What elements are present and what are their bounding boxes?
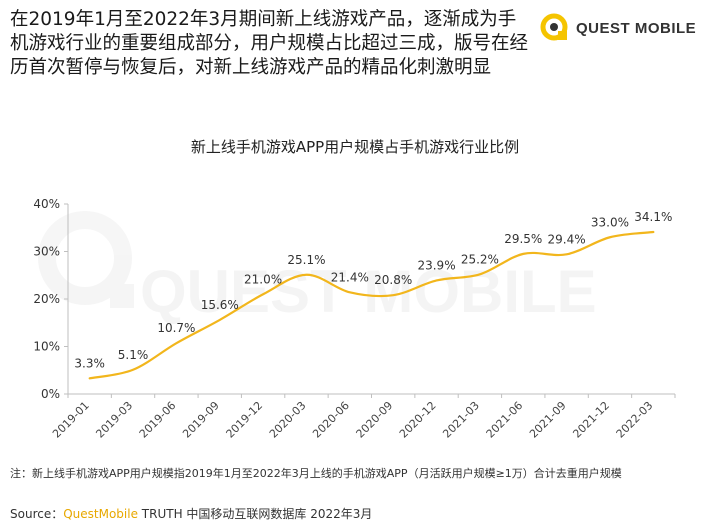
data-label: 20.8% <box>374 273 412 287</box>
logo-text: QUEST MOBILE <box>576 19 697 37</box>
data-label: 25.2% <box>461 252 499 266</box>
y-tick-label: 0% <box>41 387 60 401</box>
watermark-text: QUEST MOBILE <box>140 258 597 325</box>
source-prefix: Source： <box>10 507 64 521</box>
footnote: 注：新上线手机游戏APP用户规模指2019年1月至2022年3月上线的手机游戏A… <box>10 467 622 480</box>
data-label: 15.6% <box>201 298 239 312</box>
data-label: 10.7% <box>157 321 195 335</box>
x-tick-label: 2019-03 <box>93 399 135 441</box>
data-label: 25.1% <box>287 253 325 267</box>
chart-title: 新上线手机游戏APP用户规模占手机游戏行业比例 <box>190 138 520 156</box>
source-line: Source：QuestMobile TRUTH 中国移动互联网数据库 2022… <box>10 505 372 522</box>
x-tick-label: 2021-03 <box>440 399 482 441</box>
x-tick-label: 2019-12 <box>224 399 266 441</box>
data-label: 34.1% <box>634 210 672 224</box>
source-rest: TRUTH 中国移动互联网数据库 2022年3月 <box>137 507 373 521</box>
x-tick-label: 2020-09 <box>354 399 396 441</box>
x-tick-label: 2019-09 <box>180 399 222 441</box>
x-tick-label: 2020-06 <box>310 399 352 441</box>
logo: QUEST MOBILE <box>540 12 696 44</box>
series-line <box>88 230 655 380</box>
x-tick-label: 2019-01 <box>50 399 92 441</box>
x-tick-label: 2021-09 <box>527 399 569 441</box>
watermark: QUEST MOBILE <box>38 211 597 325</box>
data-label: 21.4% <box>331 270 369 284</box>
data-label: 29.5% <box>504 232 542 246</box>
x-tick-label: 2022-03 <box>614 399 656 441</box>
x-tick-label: 2021-06 <box>484 399 526 441</box>
data-label: 3.3% <box>74 356 105 370</box>
x-tick-label: 2020-03 <box>267 399 309 441</box>
data-label: 33.0% <box>591 215 629 229</box>
questmobile-logo-icon <box>540 13 568 41</box>
y-tick-label: 30% <box>33 245 60 259</box>
y-tick-label: 20% <box>33 292 60 306</box>
data-label: 29.4% <box>548 232 586 246</box>
x-tick-label: 2021-12 <box>570 399 612 441</box>
y-tick-label: 10% <box>33 340 60 354</box>
headline: 在2019年1月至2022年3月期间新上线游戏产品，逐渐成为手机游戏行业的重要组… <box>10 9 529 78</box>
data-label: 5.1% <box>118 348 149 362</box>
y-tick-label: 40% <box>33 197 60 211</box>
data-label: 21.0% <box>244 272 282 286</box>
line-chart: QUEST MOBILE 0%10%20%30%40%2019-01 2019-0… <box>33 197 676 441</box>
x-tick-label: 2019-06 <box>137 399 179 441</box>
source-brand: QuestMobile <box>63 507 138 521</box>
x-tick-label: 2020-12 <box>397 399 439 441</box>
data-label: 23.9% <box>417 258 455 272</box>
